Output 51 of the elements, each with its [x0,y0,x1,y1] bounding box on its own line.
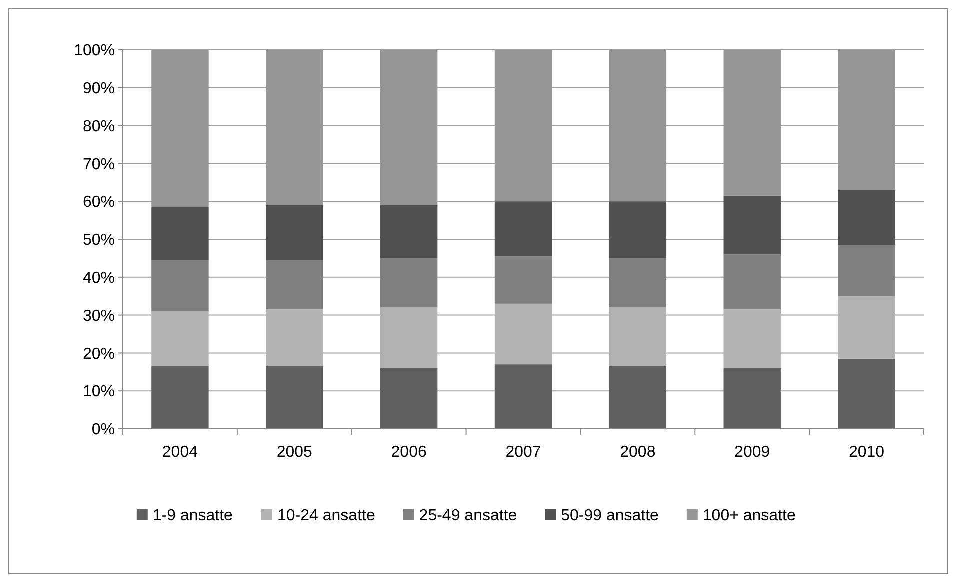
x-tick-label: 2005 [276,444,313,461]
legend-label: 50-99 ansatte [561,508,660,525]
x-tick-label: 2004 [162,444,198,461]
x-tick-label: 2007 [506,444,542,461]
bar [152,260,209,312]
bar [152,312,209,366]
bar [724,196,781,255]
bar [838,190,896,246]
bar [838,358,896,429]
bar [609,308,667,366]
x-tick-label: 2008 [620,444,656,461]
legend-label: 100+ ansatte [702,508,796,525]
legend-label: 10-24 ansatte [278,508,376,525]
y-tick-label: 0% [92,422,115,439]
y-tick-label: 90% [82,80,115,98]
bar [724,310,781,368]
bar [609,202,667,258]
bar [380,368,438,429]
bar [494,202,552,257]
bar [494,304,552,365]
y-tick-label: 80% [82,118,115,136]
y-tick-label: 70% [82,156,115,174]
y-tick-label: 20% [82,346,115,363]
y-tick-label: 30% [82,308,115,325]
bar [266,310,324,366]
bar [609,258,667,308]
bar [724,368,781,429]
bar [266,205,324,260]
bar [266,260,324,310]
bar [152,366,209,429]
y-tick-label: 100% [74,42,115,60]
y-tick-label: 60% [82,194,115,212]
bar [380,258,438,308]
bar [838,296,896,359]
bar [724,254,781,310]
bar [152,207,209,260]
bar [380,205,438,258]
x-tick-label: 2009 [734,444,770,461]
bar [494,364,552,429]
bar [266,366,324,429]
bar [838,245,896,296]
bar [494,256,552,304]
legend-label: 25-49 ansatte [419,508,518,525]
y-tick-label: 40% [82,270,115,287]
legend-label: 1-9 ansatte [152,508,234,525]
bar [380,308,438,368]
y-tick-label: 50% [82,232,115,250]
x-tick-label: 2010 [848,444,885,461]
bar [609,366,667,429]
x-tick-label: 2006 [391,444,427,461]
y-tick-label: 10% [82,384,115,401]
